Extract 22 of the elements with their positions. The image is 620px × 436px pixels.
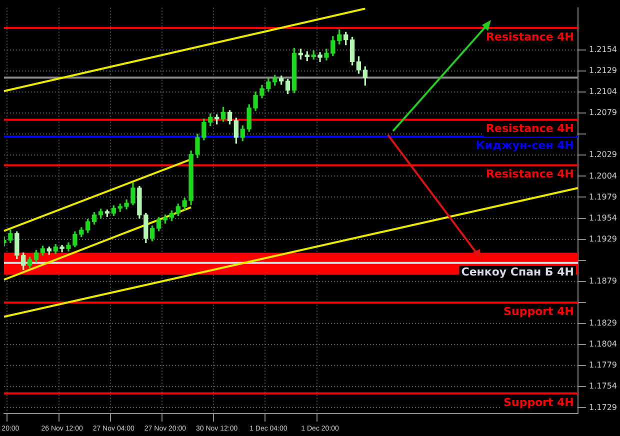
y-tick-label: 1.1979	[589, 192, 618, 202]
y-tick-label: 1.1829	[589, 318, 618, 328]
y-tick-label: 1.1954	[589, 213, 618, 222]
ref-line-label: Сенкоу Спан Б 4H	[461, 265, 574, 278]
y-tick-label: 1.1929	[589, 234, 618, 244]
ref-line-label: Resistance 4H	[486, 30, 574, 44]
y-tick-label: 1.1779	[589, 360, 618, 370]
y-tick-label: 1.2079	[589, 108, 618, 118]
y-tick-label: 1.2104	[589, 87, 618, 96]
y-tick-label: 1.1754	[589, 382, 618, 391]
y-tick-label: 1.1879	[589, 276, 618, 286]
y-tick-label: 1.1804	[589, 340, 618, 349]
ref-line-label: Resistance 4H	[486, 122, 574, 136]
y-tick-label: 1.2154	[589, 44, 618, 54]
y-tick-label: 1.2129	[589, 66, 618, 76]
ref-line-label: Resistance 4H	[486, 168, 574, 181]
y-tick-label: 1.2029	[589, 150, 618, 160]
y-tick-label: 1.2004	[589, 171, 618, 180]
ref-line-label: Support 4H	[504, 396, 574, 409]
y-tick-label: 1.1729	[589, 402, 618, 412]
ref-line-label: Support 4H	[504, 304, 574, 318]
ref-line-label: Киджун-сен 4H	[476, 138, 574, 152]
